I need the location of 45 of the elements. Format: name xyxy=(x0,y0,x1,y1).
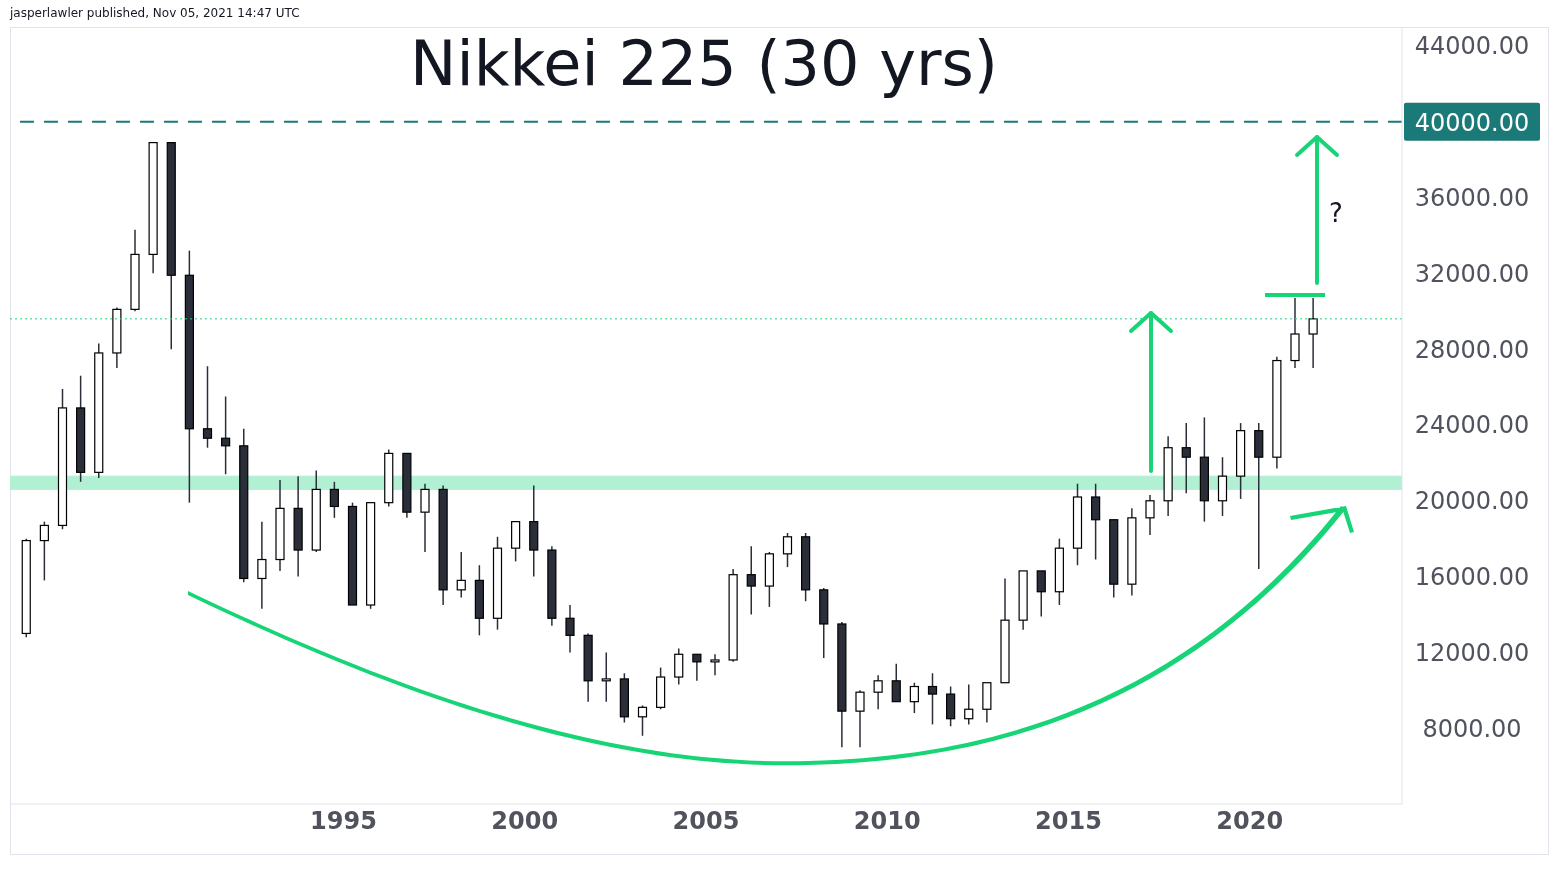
candlestick xyxy=(1181,422,1191,494)
candlestick xyxy=(710,653,720,676)
candlestick xyxy=(674,647,684,686)
candlestick xyxy=(909,681,919,714)
x-tick-label: 2000 xyxy=(491,807,559,836)
candlestick xyxy=(1145,494,1155,536)
x-tick-label: 2005 xyxy=(672,807,740,836)
candlestick xyxy=(565,604,575,654)
candlestick xyxy=(329,481,339,519)
y-tick-label: 12000.00 xyxy=(1414,638,1530,667)
candlestick xyxy=(873,674,883,710)
x-tick-label: 2010 xyxy=(853,807,921,836)
ref-line-label: 40000.00 xyxy=(1414,108,1530,137)
candlestick xyxy=(420,482,430,553)
y-tick-label: 32000.00 xyxy=(1414,259,1530,288)
candlestick xyxy=(257,520,267,610)
y-tick-label: 24000.00 xyxy=(1414,411,1530,440)
x-tick-label: 2015 xyxy=(1035,807,1102,836)
y-tick-label: 8000.00 xyxy=(1422,714,1522,743)
candlestick xyxy=(1036,570,1046,618)
candlestick xyxy=(637,704,648,737)
candlestick xyxy=(1091,482,1101,561)
chart-title: Nikkei 225 (30 yrs) xyxy=(409,27,999,100)
candlestick xyxy=(39,520,49,582)
candlestick xyxy=(221,395,231,475)
y-tick-label: 20000.00 xyxy=(1414,487,1530,516)
y-tick-label: 44000.00 xyxy=(1414,32,1530,61)
y-tick-label: 36000.00 xyxy=(1414,184,1530,213)
candlestick xyxy=(782,532,793,568)
candlestick xyxy=(692,653,702,682)
candlestick xyxy=(456,551,466,599)
y-tick-label: 16000.00 xyxy=(1414,563,1530,592)
candlestick xyxy=(1308,297,1318,369)
annotation: ? xyxy=(1329,198,1343,228)
candlestick xyxy=(855,689,865,748)
x-tick-label: 2020 xyxy=(1216,807,1284,836)
candlestick xyxy=(891,663,901,703)
text: jasperlawler published, Nov 05, 2021 14:47 UTC xyxy=(10,6,300,20)
candlestick xyxy=(202,365,213,449)
x-tick-label: 1995 xyxy=(310,807,377,836)
candlestick xyxy=(746,545,756,616)
candlestick xyxy=(964,683,974,726)
y-tick-label: 28000.00 xyxy=(1414,335,1530,364)
candlestick xyxy=(601,651,611,703)
candlestick xyxy=(927,672,938,726)
